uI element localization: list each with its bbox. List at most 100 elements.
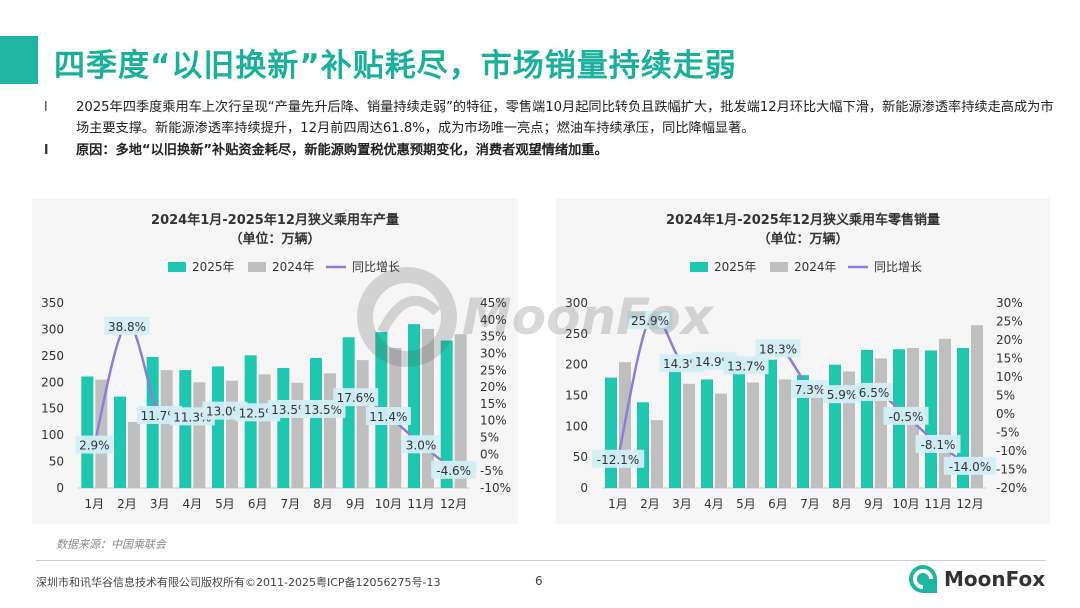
data-label: 18.3%	[759, 342, 797, 356]
bar-2025	[957, 348, 969, 488]
x-tick-label: 7月	[800, 497, 820, 511]
legend-label-2025: 2025年	[192, 260, 235, 274]
production-chart-panel: 2024年1月-2025年12月狭义乘用车产量 （单位：万辆） 2025年 2024年…	[32, 198, 518, 524]
y2-tick-label: -5%	[480, 464, 503, 478]
y-tick-label: 200	[41, 375, 64, 389]
x-tick-label: 8月	[313, 497, 333, 511]
y-tick-label: 300	[565, 296, 588, 310]
y-tick-label: 200	[565, 358, 588, 372]
data-label-bg	[402, 435, 440, 454]
y2-tick-label: -10%	[996, 444, 1027, 458]
x-tick-label: 11月	[924, 497, 951, 511]
retail-chart-panel: 2024年1月-2025年12月狭义乘用车零售销量 （单位：万辆） 2025年 202…	[556, 198, 1050, 524]
y2-tick-label: 5%	[996, 389, 1015, 403]
y2-tick-label: 0%	[480, 447, 499, 461]
y2-tick-label: 20%	[996, 333, 1023, 347]
x-tick-label: 4月	[183, 497, 203, 511]
y2-tick-label: 30%	[480, 346, 507, 360]
y-tick-label: 50	[573, 450, 588, 464]
bar-2025	[310, 357, 322, 488]
y-tick-label: 0	[580, 481, 588, 495]
footer-divider	[36, 560, 1046, 561]
chart-subtitle: （单位：万辆）	[757, 231, 848, 247]
bar-2024	[747, 382, 759, 488]
bar-2024	[128, 421, 140, 488]
bar-2025	[797, 375, 809, 488]
data-label: 5.9%	[827, 388, 858, 402]
data-label: 11.7%	[141, 409, 179, 423]
data-label-bg	[883, 406, 929, 425]
bullet-mark: l	[44, 100, 48, 115]
bar-2024	[291, 382, 304, 488]
x-tick-label: 9月	[864, 497, 884, 511]
bar-2025	[114, 396, 126, 488]
x-tick-label: 5月	[215, 497, 235, 511]
x-tick-label: 4月	[704, 497, 724, 511]
x-tick-label: 6月	[768, 497, 788, 511]
page-title: 四季度“以旧换新”补贴耗尽，市场销量持续走弱	[54, 48, 737, 84]
data-label: 6.5%	[859, 386, 890, 400]
data-label-bg	[823, 385, 861, 404]
data-label-bg	[855, 382, 893, 401]
y-tick-label: 100	[41, 428, 64, 442]
legend-label-yoy: 同比增长	[352, 260, 400, 274]
bar-2024	[226, 380, 238, 488]
y-tick-label: 150	[41, 402, 64, 416]
y-tick-label: 100	[565, 419, 588, 433]
bullet-item: l 2025年四季度乘用车上次行呈现“产量先升后降、销量持续走弱”的特征，零售端…	[36, 97, 1056, 139]
x-tick-label: 8月	[832, 497, 852, 511]
bar-2025	[605, 377, 617, 488]
data-label: -4.6%	[436, 464, 471, 478]
data-label: 11.3%	[173, 410, 211, 424]
bullet-text: 2025年四季度乘用车上次行呈现“产量先升后降、销量持续走弱”的特征，零售端10…	[76, 100, 1054, 136]
y2-tick-label: 20%	[480, 380, 507, 394]
chart-title: 2024年1月-2025年12月狭义乘用车产量	[151, 212, 399, 228]
x-tick-label: 7月	[281, 497, 301, 511]
x-tick-label: 5月	[736, 497, 756, 511]
y2-tick-label: 15%	[996, 352, 1023, 366]
data-label-bg	[915, 434, 961, 453]
y-tick-label: 250	[41, 349, 64, 363]
bar-2025	[277, 368, 290, 488]
data-label: 13.0%	[206, 405, 244, 419]
moonfox-logo: MoonFox	[908, 562, 1045, 596]
y-tick-label: 150	[565, 389, 588, 403]
x-tick-label: 12月	[956, 497, 983, 511]
data-label: -12.1%	[597, 453, 639, 467]
moonfox-logo-icon	[909, 565, 937, 593]
copyright-text: 深圳市和讯华谷信息技术有限公司版权所有©2011-2025粤ICP备120562…	[36, 576, 441, 589]
bar-2024	[258, 374, 271, 488]
retail-chart: 2024年1月-2025年12月狭义乘用车零售销量 （单位：万辆）2025年 202…	[565, 212, 1027, 511]
y2-tick-label: 30%	[996, 296, 1023, 310]
bar-2024	[779, 379, 791, 488]
x-tick-label: 11月	[407, 497, 434, 511]
x-tick-label: 12月	[440, 497, 467, 511]
bar-2024	[160, 370, 173, 488]
data-label: 13.5%	[304, 403, 342, 417]
data-label-bg	[365, 407, 411, 426]
legend-swatch-2025	[168, 262, 186, 272]
title-accent-bar	[0, 36, 38, 84]
legend-label-yoy: 同比增长	[874, 260, 922, 274]
y2-tick-label: -20%	[996, 481, 1027, 495]
data-label: 7.3%	[795, 383, 826, 397]
data-label: 13.5%	[271, 403, 309, 417]
bar-2025	[212, 366, 224, 488]
data-label-bg	[104, 316, 150, 335]
data-label: -0.5%	[889, 410, 924, 424]
bar-2025	[179, 370, 192, 488]
bar-2025	[733, 368, 745, 488]
data-label-bg	[943, 456, 997, 475]
x-tick-label: 3月	[150, 497, 170, 511]
bar-2025	[829, 364, 841, 488]
data-label: 3.0%	[406, 438, 437, 452]
bar-2024	[454, 334, 467, 488]
bullet-mark: l	[44, 143, 49, 158]
bar-2024	[811, 381, 823, 488]
data-label-bg	[75, 435, 114, 454]
y2-tick-label: -15%	[996, 463, 1027, 477]
bullet-text: 原因：多地“以旧换新”补贴资金耗尽，新能源购置税优惠预期变化，消费者观望情绪加重…	[76, 143, 608, 158]
bar-2025	[701, 379, 713, 488]
x-tick-label: 10月	[892, 497, 919, 511]
data-label-bg	[627, 311, 673, 330]
